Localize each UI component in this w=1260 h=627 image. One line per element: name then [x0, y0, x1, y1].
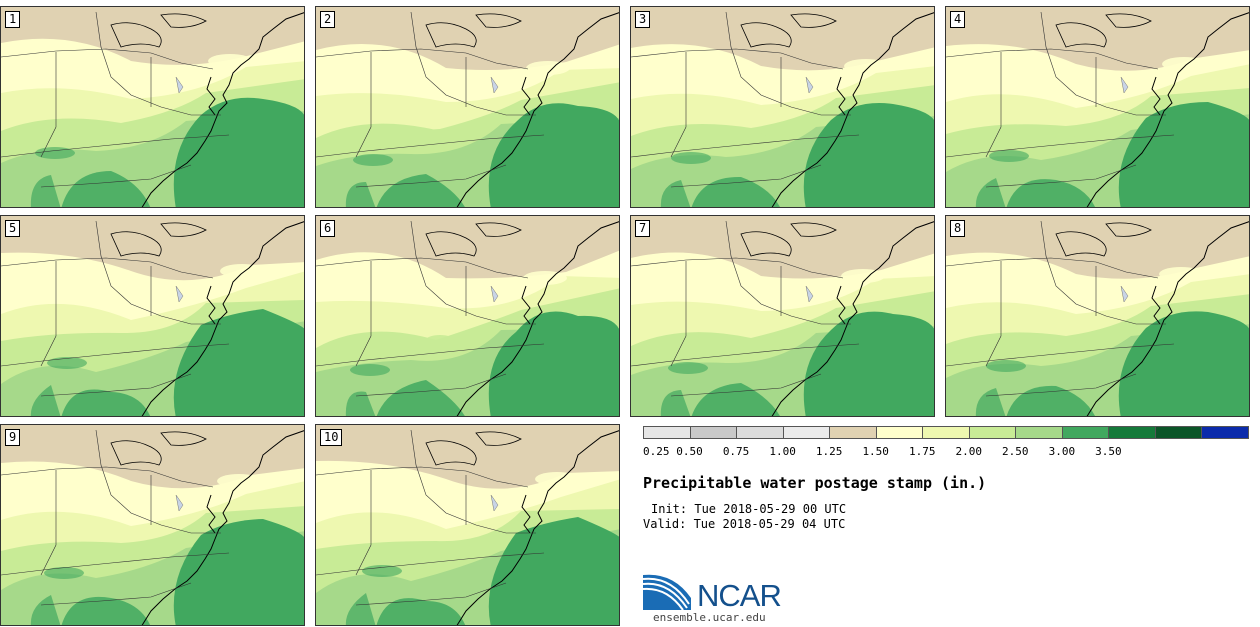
member-panel-5: 5 [0, 215, 305, 417]
legend-swatch [1015, 426, 1063, 439]
member-label: 7 [635, 220, 651, 237]
legend-tick-label: 1.00 [769, 445, 796, 458]
legend-tick-label: 0.25 [643, 445, 670, 458]
legend-tick-label: 2.00 [955, 445, 983, 458]
member-panel-3: 3 [630, 6, 935, 208]
member-label: 6 [320, 220, 336, 237]
precip-water-map [631, 216, 934, 416]
precip-water-map [946, 216, 1249, 416]
precip-water-map [631, 7, 934, 207]
member-panel-6: 6 [315, 215, 620, 417]
precip-water-map [946, 7, 1249, 207]
legend-tick-label: 1.25 [815, 445, 843, 458]
legend-tick-label: 2.50 [1002, 445, 1029, 458]
legend-tick-label: 0.50 [676, 445, 703, 458]
legend-tick-label: 1.50 [862, 445, 889, 458]
member-label: 8 [950, 220, 966, 237]
legend-swatch [922, 426, 970, 439]
ncar-logo [642, 570, 695, 616]
member-panel-10: 10 [315, 424, 620, 626]
legend-tick-label: 3.50 [1095, 445, 1122, 458]
ncar-logo-text: NCAR [697, 578, 782, 613]
valid-time: Valid: Tue 2018-05-29 04 UTC [643, 517, 846, 531]
legend-swatch [968, 426, 1017, 439]
legend-swatch [1154, 426, 1203, 439]
init-time: Init: Tue 2018-05-29 00 UTC [651, 502, 847, 516]
legend-swatch [782, 426, 831, 439]
member-label: 9 [5, 429, 21, 446]
precip-water-map [316, 216, 619, 416]
legend-swatch [1108, 426, 1156, 439]
member-label: 10 [320, 429, 343, 446]
member-panel-2: 2 [315, 6, 620, 208]
member-label: 4 [950, 11, 966, 28]
legend-tick-label: 1.75 [908, 445, 936, 458]
member-panel-9: 9 [0, 424, 305, 626]
legend-swatch [875, 426, 924, 439]
member-panel-1: 1 [0, 6, 305, 208]
member-label: 3 [635, 11, 651, 28]
legend-swatch [643, 426, 691, 439]
precip-water-map [1, 425, 304, 625]
precip-water-map [1, 7, 304, 207]
member-panel-7: 7 [630, 215, 935, 417]
legend-tick-label: 3.00 [1048, 445, 1076, 458]
site-url: ensemble.ucar.edu [653, 611, 766, 624]
member-panel-8: 8 [945, 215, 1250, 417]
legend-swatch [1201, 426, 1249, 439]
member-label: 2 [320, 11, 336, 28]
precip-water-map [316, 7, 619, 207]
legend-tick-label: 0.75 [722, 445, 750, 458]
ncar-logo-icon [642, 574, 691, 611]
legend-swatch [829, 426, 877, 439]
member-label: 5 [5, 220, 21, 237]
member-panel-4: 4 [945, 6, 1250, 208]
legend-swatch [736, 426, 784, 439]
chart-title: Precipitable water postage stamp (in.) [643, 474, 987, 492]
precip-water-map [1, 216, 304, 416]
legend-swatch [1061, 426, 1110, 439]
legend-swatch [689, 426, 738, 439]
member-label: 1 [5, 11, 21, 28]
precip-water-map [316, 425, 619, 625]
